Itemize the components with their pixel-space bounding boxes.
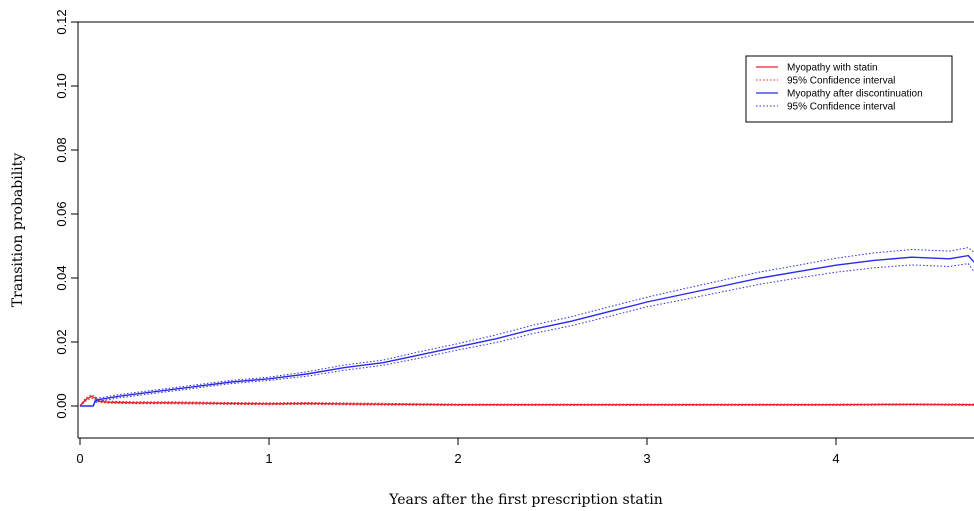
x-tick-label: 2 bbox=[454, 451, 461, 466]
series-discontinuation-line bbox=[80, 254, 974, 407]
series-layer bbox=[79, 247, 974, 407]
y-tick-label: 0.02 bbox=[54, 329, 69, 354]
y-tick-label: 0.00 bbox=[54, 393, 69, 418]
x-axis: 0 1 2 3 4 bbox=[76, 438, 840, 466]
legend-box bbox=[745, 55, 953, 123]
legend-label-statin-ci: 95% Confidence interval bbox=[787, 76, 895, 87]
series-statin-line bbox=[79, 395, 974, 407]
y-tick-label: 0.08 bbox=[54, 137, 69, 162]
legend-label-discontinuation-ci: 95% Confidence interval bbox=[787, 102, 895, 113]
x-tick-label: 4 bbox=[832, 451, 839, 466]
y-tick-label: 0.06 bbox=[54, 201, 69, 226]
y-axis-title: Transition probability bbox=[10, 153, 26, 307]
y-tick-label: 0.04 bbox=[54, 265, 69, 290]
legend-label-discontinuation: Myopathy after discontinuation bbox=[787, 89, 923, 100]
legend: Myopathy with statin 95% Confidence inte… bbox=[745, 55, 953, 123]
y-tick-label: 0.12 bbox=[54, 9, 69, 34]
x-tick-label: 0 bbox=[76, 451, 83, 466]
y-tick-label: 0.10 bbox=[54, 73, 69, 98]
x-axis-title: Years after the first prescription stati… bbox=[388, 492, 663, 508]
x-tick-label: 1 bbox=[265, 451, 272, 466]
series-discontinuation-ci-upper bbox=[80, 247, 974, 407]
plot-frame bbox=[77, 21, 974, 439]
y-axis: 0.00 0.02 0.04 0.06 0.08 0.10 0.12 bbox=[54, 9, 78, 419]
x-tick-label: 3 bbox=[643, 451, 650, 466]
legend-label-statin: Myopathy with statin bbox=[787, 63, 878, 74]
